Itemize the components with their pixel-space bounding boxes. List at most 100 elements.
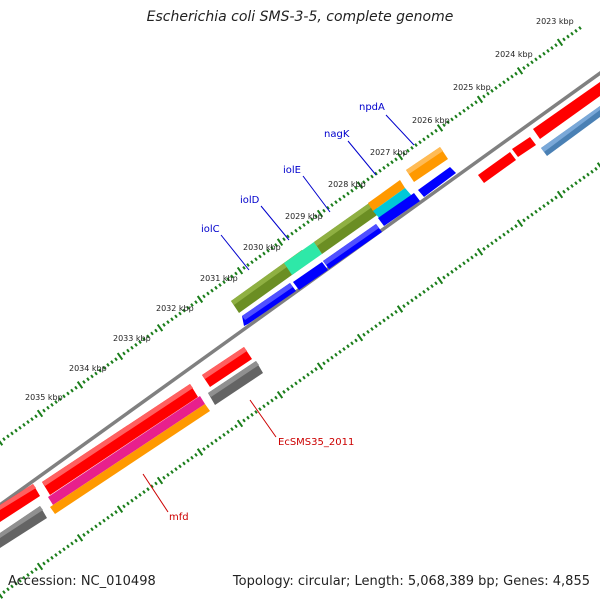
- gene-label-iolD[interactable]: iolD: [240, 195, 260, 206]
- tick-label-2032: 2032 kbp: [156, 304, 194, 313]
- tick-label-2025: 2025 kbp: [453, 83, 491, 92]
- inner-scale-tick: [342, 347, 346, 351]
- outer-scale-tick: [22, 422, 26, 427]
- gene-label-iolE[interactable]: iolE: [283, 165, 301, 176]
- outer-scale-tick: [122, 351, 126, 356]
- cds-red-left-edge[interactable]: [0, 484, 40, 522]
- inner-scale-tick: [270, 398, 274, 403]
- outer-scale-tick: [422, 137, 426, 142]
- cds-blue-2[interactable]: [293, 262, 328, 290]
- inner-scale-tick: [418, 292, 422, 297]
- inner-scale-tick: [62, 547, 66, 552]
- outer-scale-tick: [42, 408, 46, 413]
- outer-scale-tick: [426, 134, 430, 139]
- gene-label-npdA[interactable]: npdA: [359, 102, 385, 113]
- outer-scale-tick: [18, 425, 22, 430]
- inner-scale-tick: [396, 305, 404, 313]
- tick-label-2035: 2035 kbp: [25, 393, 63, 402]
- gene-label-EcSMS35_2011[interactable]: EcSMS35_2011: [278, 437, 354, 448]
- inner-scale-tick: [214, 438, 218, 443]
- outer-scale-tick: [236, 266, 244, 275]
- inner-scale-tick: [450, 269, 454, 274]
- cds-red-upper-right-1[interactable]: [478, 152, 516, 183]
- feature-orange-mfd[interactable]: [50, 404, 210, 514]
- feature-aqua-iolD[interactable]: [284, 242, 322, 275]
- inner-scale-tick: [436, 276, 444, 285]
- inner-scale-tick: [294, 381, 298, 386]
- feature-gray-left-edge-top: [0, 506, 43, 538]
- outer-scale-tick: [14, 428, 18, 433]
- inner-scale-tick: [210, 441, 214, 446]
- inner-scale-tick: [196, 448, 204, 456]
- inner-scale-tick: [350, 341, 354, 346]
- inner-scale-tick: [476, 247, 484, 256]
- inner-scale-tick: [106, 515, 110, 520]
- outer-scale-tick: [542, 51, 546, 56]
- outer-scale-tick: [486, 91, 490, 96]
- feature-orange-nagK[interactable]: [368, 180, 405, 211]
- inner-scale-tick: [306, 372, 310, 377]
- inner-scale-tick: [582, 175, 586, 180]
- outer-scale-tick: [454, 114, 458, 119]
- inner-scale-tick: [134, 495, 138, 500]
- gene-label-iolC[interactable]: iolC: [201, 224, 220, 235]
- inner-scale-tick: [230, 427, 234, 432]
- feature-olive-iolE[interactable]: [314, 201, 380, 254]
- inner-scale-tick: [70, 541, 74, 546]
- inner-scale-tick: [514, 224, 518, 228]
- inner-scale-tick: [250, 412, 254, 417]
- outer-scale-tick: [502, 80, 506, 85]
- outer-scale-tick: [446, 120, 450, 125]
- cds-blue-5[interactable]: [418, 167, 456, 197]
- outer-scale-tick: [306, 220, 310, 225]
- cds-red-long[interactable]: [42, 384, 198, 495]
- inner-scale-tick: [146, 487, 150, 492]
- accession-text: Accession: NC_010498: [8, 574, 156, 589]
- outer-scale-tick: [442, 123, 446, 127]
- inner-scale-tick: [282, 390, 286, 394]
- feature-gray-left-edge[interactable]: [0, 506, 47, 548]
- inner-scale-tick: [26, 573, 30, 577]
- outer-scale-tick: [90, 374, 94, 379]
- inner-scale-tick: [186, 458, 190, 463]
- inner-scale-tick: [510, 227, 514, 231]
- gene-label-nagK[interactable]: nagK: [324, 129, 350, 140]
- gene-labels: npdA nagK iolE iolD iolC EcSMS35_2011 mf…: [169, 102, 385, 523]
- outer-scale-tick: [314, 214, 318, 219]
- inner-scale-tick: [316, 362, 324, 371]
- outer-scale-tick: [182, 308, 186, 313]
- inner-scale-tick: [18, 578, 22, 583]
- gene-label-mfd[interactable]: mfd: [169, 512, 189, 523]
- outer-scale-tick: [234, 271, 238, 276]
- inner-scale-tick: [46, 558, 50, 563]
- inner-scale-tick: [254, 410, 258, 414]
- outer-scale-tick: [418, 140, 422, 145]
- outer-scale-tick: [546, 48, 550, 53]
- outer-scale-tick: [150, 331, 154, 336]
- feature-gray-EcSMS35_2011[interactable]: [208, 361, 263, 405]
- inner-scale-tick: [6, 587, 10, 592]
- outer-scale-tick: [514, 71, 518, 76]
- outer-scale-tick: [410, 146, 414, 150]
- cds-blue-4[interactable]: [378, 193, 420, 226]
- outer-scale-tick: [354, 186, 358, 190]
- inner-scale-tick: [10, 584, 14, 589]
- feature-cyan-nagK[interactable]: [373, 188, 412, 219]
- outer-scale-tick: [130, 345, 134, 350]
- outer-scale-tick: [286, 234, 290, 239]
- outer-scale-tick: [178, 311, 182, 316]
- cds-red-upper-right-3[interactable]: [533, 82, 600, 139]
- feature-orange-npdA[interactable]: [406, 147, 448, 182]
- outer-scale-tick: [226, 277, 230, 282]
- inner-scale-tick: [596, 162, 600, 168]
- inner-scale-tick: [90, 527, 94, 532]
- inner-scale-tick: [66, 544, 70, 549]
- feature-magenta-mfd[interactable]: [48, 396, 205, 505]
- outer-scale-tick: [116, 352, 124, 361]
- inner-scale-tick: [526, 215, 530, 220]
- outer-scale-tick: [126, 348, 130, 353]
- outer-scale-tick: [350, 188, 354, 193]
- backbone-highlight: [0, 74, 600, 516]
- cds-red-upper-right-2[interactable]: [512, 137, 536, 157]
- cds-red-lower-1[interactable]: [202, 347, 252, 387]
